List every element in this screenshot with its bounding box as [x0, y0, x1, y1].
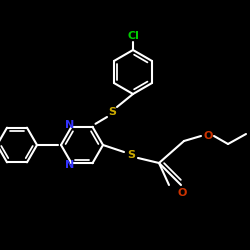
Text: N: N [65, 120, 74, 130]
Text: S: S [127, 150, 135, 160]
Text: N: N [65, 160, 74, 170]
Text: S: S [108, 107, 116, 117]
Text: O: O [177, 188, 187, 198]
Text: O: O [203, 131, 213, 141]
Text: Cl: Cl [127, 31, 139, 41]
